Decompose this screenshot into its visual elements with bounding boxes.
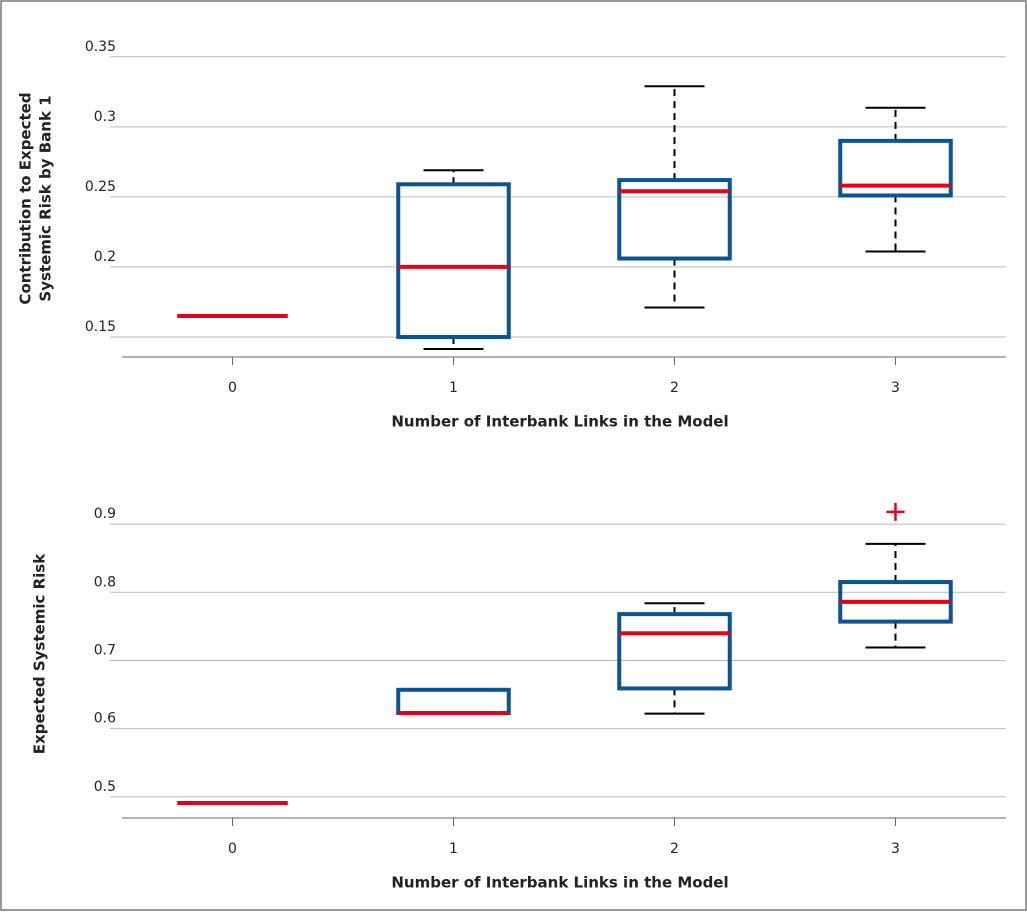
x-tick-label: 0 xyxy=(228,841,237,857)
y-tick-label: 0.6 xyxy=(94,711,116,727)
x-axis-label: Number of Interbank Links in the Model xyxy=(391,874,728,892)
x-tick-label: 1 xyxy=(449,380,458,396)
y-tick-label: 0.35 xyxy=(85,39,116,55)
y-tick-label: 0.25 xyxy=(85,179,116,195)
x-tick-label: 3 xyxy=(891,380,900,396)
box xyxy=(617,612,732,691)
x-tick-label: 0 xyxy=(228,380,237,396)
x-axis-label: Number of Interbank Links in the Model xyxy=(391,413,728,431)
y-tick-label: 0.8 xyxy=(94,574,116,590)
x-tick-label: 3 xyxy=(891,841,900,857)
y-tick-label: 0.15 xyxy=(85,319,116,335)
x-tick-label: 1 xyxy=(449,841,458,857)
y-axis-label: Systemic Risk by Bank 1 xyxy=(37,95,55,301)
y-axis-label: Contribution to Expected xyxy=(17,92,35,304)
outlier xyxy=(886,502,905,521)
box xyxy=(838,138,953,198)
y-tick-label: 0.9 xyxy=(94,506,116,522)
y-tick-label: 0.2 xyxy=(94,249,116,265)
box xyxy=(396,182,511,339)
x-tick-label: 2 xyxy=(670,841,679,857)
box xyxy=(617,178,732,261)
y-axis-label: Expected Systemic Risk xyxy=(31,553,49,754)
x-tick-label: 2 xyxy=(670,380,679,396)
y-tick-label: 0.7 xyxy=(94,642,116,658)
y-tick-label: 0.5 xyxy=(94,779,116,795)
y-tick-label: 0.3 xyxy=(94,109,116,125)
